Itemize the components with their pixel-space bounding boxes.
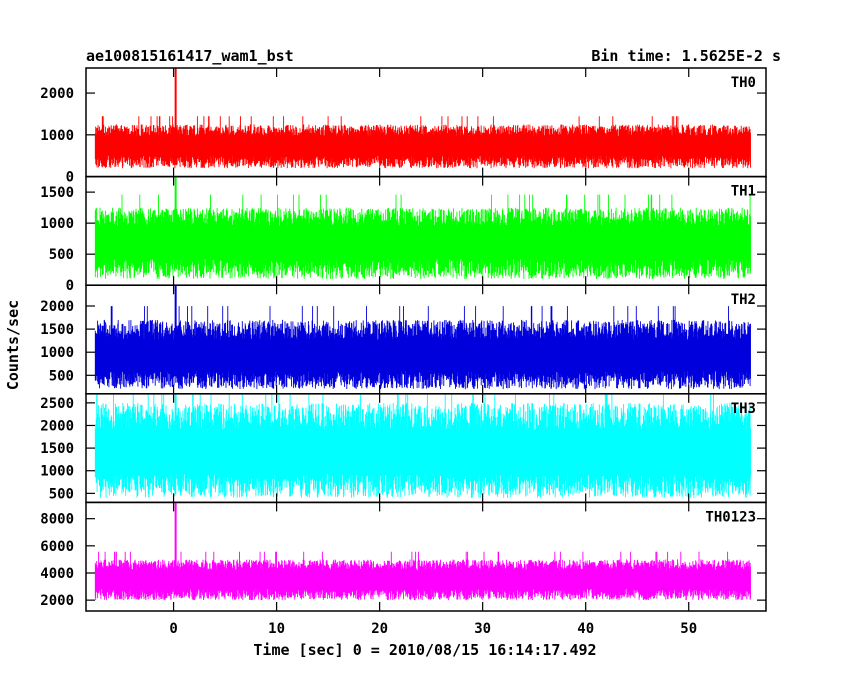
lightcurve-trace-th0 bbox=[94, 116, 751, 169]
y-tick-label: 0 bbox=[66, 278, 74, 294]
lightcurve-trace-th0123 bbox=[94, 551, 751, 601]
plot-title: ae100815161417_wam1_bst bbox=[86, 47, 294, 65]
bin-time-label: Bin time: 1.5625E-2 s bbox=[591, 47, 781, 65]
x-tick-label: 30 bbox=[474, 621, 491, 637]
y-tick-label: 1000 bbox=[40, 345, 74, 361]
y-tick-label: 1500 bbox=[40, 322, 74, 338]
lightcurve-trace-th2 bbox=[94, 306, 751, 390]
y-tick-label: 2000 bbox=[40, 86, 74, 102]
panel-frame bbox=[85, 501, 767, 612]
y-tick-label: 1500 bbox=[40, 185, 74, 201]
x-tick-label: 50 bbox=[680, 621, 697, 637]
y-tick-label: 8000 bbox=[40, 512, 74, 528]
y-tick-label: 1000 bbox=[40, 128, 74, 144]
y-tick-label: 1000 bbox=[40, 464, 74, 480]
y-tick-label: 2000 bbox=[40, 299, 74, 315]
panel-label-th3: TH3 bbox=[731, 401, 756, 417]
panel-label-th2: TH2 bbox=[731, 292, 756, 308]
y-tick-label: 6000 bbox=[40, 539, 74, 555]
y-axis-label: Counts/sec bbox=[4, 300, 22, 390]
x-tick-label: 10 bbox=[268, 621, 285, 637]
y-tick-label: 500 bbox=[49, 486, 74, 502]
panel-label-th0: TH0 bbox=[731, 75, 756, 91]
x-tick-label: 40 bbox=[577, 621, 594, 637]
x-axis-label: Time [sec] 0 = 2010/08/15 16:14:17.492 bbox=[253, 641, 596, 659]
panel-label-th1: TH1 bbox=[731, 184, 756, 200]
y-tick-label: 500 bbox=[49, 368, 74, 384]
lightcurve-trace-th1 bbox=[94, 194, 751, 279]
y-tick-label: 2500 bbox=[40, 396, 74, 412]
lightcurve-trace-th3 bbox=[94, 393, 751, 498]
x-tick-label: 0 bbox=[169, 621, 177, 637]
y-tick-label: 0 bbox=[66, 170, 74, 186]
y-tick-label: 4000 bbox=[40, 566, 74, 582]
y-tick-label: 1500 bbox=[40, 441, 74, 457]
y-tick-label: 1000 bbox=[40, 216, 74, 232]
y-tick-label: 500 bbox=[49, 247, 74, 263]
y-tick-label: 2000 bbox=[40, 593, 74, 609]
y-tick-label: 2000 bbox=[40, 418, 74, 434]
x-tick-label: 20 bbox=[371, 621, 388, 637]
panel-label-th0123: TH0123 bbox=[705, 509, 756, 525]
